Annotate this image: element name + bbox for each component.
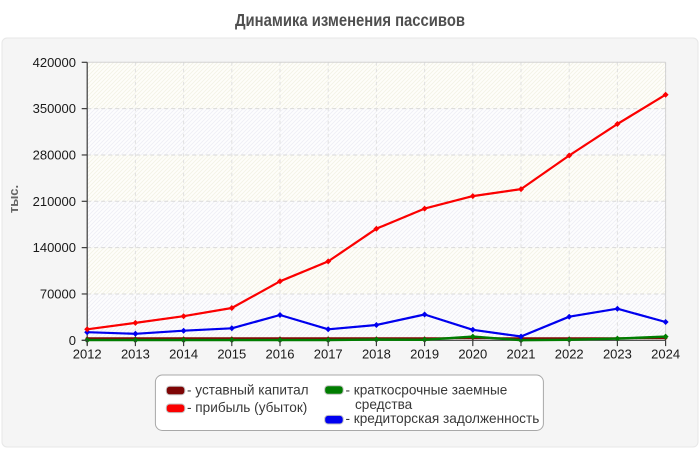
svg-text:2020: 2020 bbox=[458, 346, 487, 361]
svg-text:2015: 2015 bbox=[217, 346, 246, 361]
svg-text:2012: 2012 bbox=[73, 346, 102, 361]
svg-text:210000: 210000 bbox=[33, 194, 76, 209]
svg-text:70000: 70000 bbox=[40, 287, 76, 302]
svg-text:- кредиторская задолженность: - кредиторская задолженность bbox=[346, 411, 540, 426]
svg-text:2023: 2023 bbox=[603, 346, 632, 361]
svg-text:2017: 2017 bbox=[314, 346, 343, 361]
svg-text:тыс.: тыс. bbox=[6, 185, 21, 213]
svg-text:140000: 140000 bbox=[33, 240, 76, 255]
svg-text:- прибыль (убыток): - прибыль (убыток) bbox=[187, 400, 307, 415]
svg-text:Динамика изменения пассивов: Динамика изменения пассивов bbox=[235, 10, 465, 30]
svg-text:350000: 350000 bbox=[33, 101, 76, 116]
svg-text:средства: средства bbox=[355, 397, 413, 412]
svg-text:2014: 2014 bbox=[169, 346, 198, 361]
svg-text:2018: 2018 bbox=[362, 346, 391, 361]
svg-text:2021: 2021 bbox=[507, 346, 536, 361]
svg-text:- краткосрочные заемные: - краткосрочные заемные bbox=[346, 382, 508, 397]
svg-text:0: 0 bbox=[69, 333, 76, 348]
svg-text:2022: 2022 bbox=[555, 346, 584, 361]
svg-text:420000: 420000 bbox=[33, 55, 76, 70]
svg-text:2013: 2013 bbox=[121, 346, 150, 361]
svg-text:2019: 2019 bbox=[410, 346, 439, 361]
svg-text:2024: 2024 bbox=[651, 346, 680, 361]
svg-text:280000: 280000 bbox=[33, 148, 76, 163]
svg-text:- уставный капитал: - уставный капитал bbox=[187, 382, 309, 397]
svg-text:2016: 2016 bbox=[266, 346, 295, 361]
